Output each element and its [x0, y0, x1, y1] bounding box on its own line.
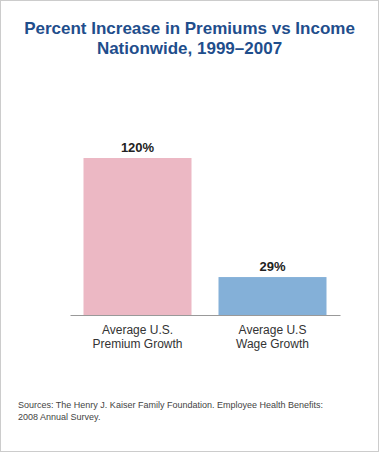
data-label: 120% — [121, 140, 155, 155]
bars — [84, 158, 327, 315]
source-note: Sources: The Henry J. Kaiser Family Foun… — [18, 400, 323, 422]
frame — [1, 1, 379, 452]
data-labels: 120% 29% — [121, 140, 286, 274]
title: Percent Increase in Premiums vs IncomeNa… — [24, 19, 355, 58]
tick: Average U.S.Premium Growth — [92, 315, 182, 351]
bar — [84, 158, 192, 315]
tick: Average U.SWage Growth — [236, 315, 309, 351]
x-axis: Average U.S.Premium Growth Average U.SWag… — [71, 315, 341, 351]
tick-label: Average U.S.Premium Growth — [92, 323, 182, 351]
bar — [219, 277, 327, 315]
chart: Percent Increase in Premiums vs IncomeNa… — [0, 0, 379, 452]
data-label: 29% — [259, 259, 285, 274]
axis-line — [71, 315, 341, 316]
tick-label: Average U.SWage Growth — [236, 323, 309, 351]
